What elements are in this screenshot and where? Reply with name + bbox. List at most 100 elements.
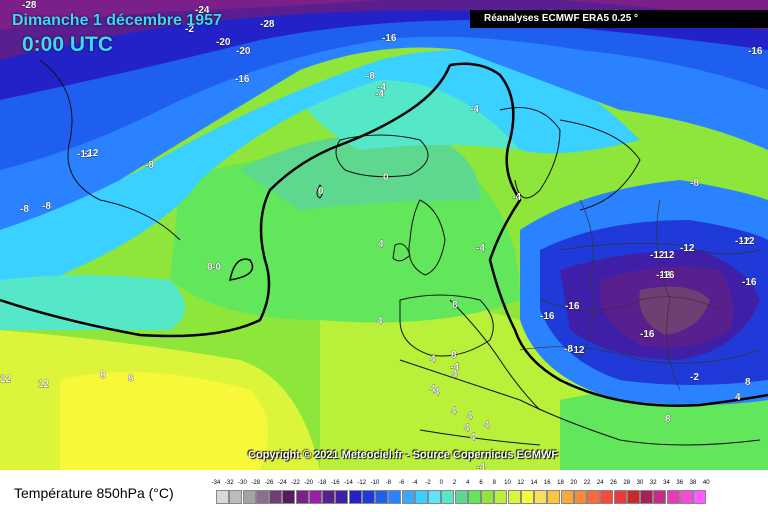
scale-swatch [467,490,481,504]
isotherm-value-label: -0 [212,262,221,273]
scale-tick-label: -12 [357,480,367,486]
date-title: Dimanche 1 décembre 1957 [12,12,222,29]
isotherm-value-label: 4 [377,316,383,327]
scale-swatch [414,490,428,504]
scale-swatch [481,490,494,504]
isotherm-value-label: -16 [640,329,655,340]
isotherm-value-label: 8 [128,373,134,384]
isotherm-value-label: 4 [430,384,436,395]
scale-swatch [308,490,322,504]
isotherm-value-label: 4 [470,432,476,443]
scale-swatch [640,490,653,504]
isotherm-value-label: -2 [185,24,194,35]
scale-swatch [361,490,375,504]
scale-tick-label: -28 [251,480,261,486]
isotherm-value-label: -8 [145,160,154,171]
isotherm-value-label: 4 [452,369,458,380]
scale-tick-label: 30 [636,480,644,486]
isotherm-value-label: 4 [464,423,470,434]
copyright-text: Copyright © 2021 Meteociel.fr - Source C… [248,449,559,461]
isotherm-value-label: -24 [195,5,210,16]
scale-tick-label: 26 [610,480,617,486]
isotherm-value-label: -8 [564,344,573,355]
scale-tick-label: -26 [264,480,274,486]
scale-swatch [507,490,521,504]
isotherm-value-label: -12 [680,243,695,254]
isotherm-value-label: -12 [84,148,99,159]
scale-swatch [653,490,667,504]
scale-tick-label: -16 [330,480,340,486]
scale-tick-label: 14 [530,480,538,486]
isotherm-value-label: -20 [236,46,251,57]
isotherm-value-label: 0 [383,172,389,183]
scale-swatch [269,490,282,504]
isotherm-value-label: 4 [430,354,436,365]
isotherm-value-label: -12 [735,236,750,247]
isotherm-value-label: -12 [656,270,671,281]
isotherm-value-label: -8 [20,204,29,215]
isotherm-value-label: -12 [570,345,585,356]
scale-swatch [388,490,402,504]
isotherm-value-label: -4 [375,89,384,100]
scale-swatch [322,490,335,504]
map-canvas: -28 -24-2 -28-20-16-20-16-16-12-8-4-4-8-12… [0,0,768,470]
isotherm-value-label: -4 [476,243,485,254]
scale-swatch [255,490,269,504]
scale-swatch [401,490,415,504]
scale-swatch [441,490,455,504]
isotherm-value-label: 8 [745,377,751,388]
isotherm-value-label: -16 [660,270,675,281]
isotherm-value-label: 12 [0,374,12,385]
isotherm-value-label: -8 [690,178,699,189]
scale-tick-label: 40 [702,480,710,486]
scale-tick-label: 4 [466,480,470,486]
scale-swatch [229,490,243,504]
scale-tick-label: 36 [676,480,684,486]
scale-swatch [679,490,693,504]
scale-swatch [587,490,600,504]
isotherm-value-label: 0 [318,186,324,197]
scale-tick-label: -22 [291,480,300,486]
scale-tick-label: 12 [517,480,525,486]
scale-tick-label: -10 [370,480,380,486]
isotherm-value-label: -4 [450,362,459,373]
scale-swatch [454,490,468,504]
isotherm-value-label: -4 [476,462,485,470]
isotherm-value-label: -4 [470,104,479,115]
scale-swatch [573,490,587,504]
scale-tick-label: 20 [570,480,578,486]
isotherm-value-label: -12 [77,149,92,160]
scale-tick-label: -4 [412,480,418,486]
scale-swatch [520,490,534,504]
scale-tick-label: -6 [398,480,405,486]
scale-swatch [560,490,574,504]
scale-tick-label: 24 [596,480,604,486]
scale-tick-label: -20 [304,480,314,486]
scale-tick-label: 34 [663,480,670,486]
isotherm-value-label: -16 [235,74,250,85]
isotherm-value-label: -12 [660,250,675,261]
scale-swatch [295,490,309,504]
scale-swatch [282,490,296,504]
isotherm-value-label: -20 [216,37,231,48]
isotherm-value-label: 8 [100,370,106,381]
isotherm-value-label: -12 [740,236,755,247]
isotherm-value-label: -16 [540,311,555,322]
isotherm-value-label: -12 [650,250,665,261]
isotherm-value-label: 4 [467,411,473,422]
scale-tick-label: 38 [689,480,697,486]
scale-tick-label: 10 [504,480,511,486]
legend-title: Température 850hPa (°C) [14,485,174,501]
scale-swatch [547,490,561,504]
scale-tick-label: 0 [439,480,443,486]
scale-tick-label: -18 [317,480,327,486]
isotherm-value-label: -28 [260,19,275,30]
scale-tick-label: 8 [492,480,496,486]
scale-tick-label: -32 [224,480,234,486]
scale-tick-label: 18 [557,480,564,486]
scale-tick-label: 2 [452,480,457,486]
isotherm-value-label: -16 [748,46,763,57]
scale-swatch [534,490,547,504]
isotherm-value-label: 12 [38,379,50,390]
scale-swatch [375,490,388,504]
